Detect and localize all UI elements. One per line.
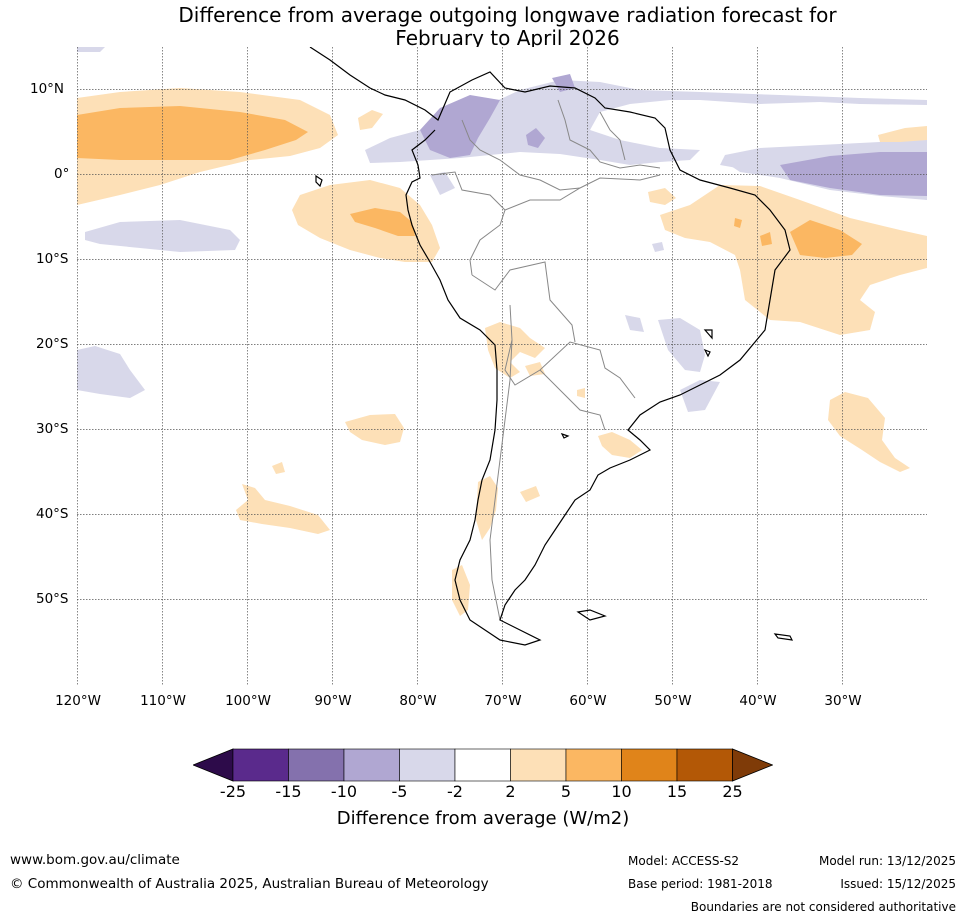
anomaly-patagonia-1 — [476, 476, 498, 540]
colorbar-segment — [676, 748, 733, 782]
anomaly-patagonia-3 — [520, 486, 540, 502]
lon-label-70w: 70°W — [484, 693, 522, 709]
anomaly-chaco — [525, 362, 545, 376]
colorbar-segment — [565, 748, 622, 782]
country-borders — [431, 99, 661, 621]
anomaly-south-atlantic — [828, 392, 910, 472]
title-line-2: February to April 2026 — [395, 26, 620, 50]
coastlines — [309, 47, 794, 646]
lon-label-60w: 60°W — [569, 693, 607, 709]
anomaly-bolivia — [485, 322, 545, 378]
lat-label-10s: 10°S — [36, 251, 69, 267]
anomaly-paraguay-small — [577, 388, 585, 398]
anomaly-brazil-3 — [680, 380, 720, 412]
anomaly-strong-guyana — [526, 128, 545, 148]
anomaly-south-pacific — [77, 346, 145, 398]
lon-label-100w: 100°W — [225, 693, 271, 709]
anomaly-patagonia-2 — [452, 565, 470, 616]
anomaly-south-pacific-3 — [272, 462, 285, 474]
footer-disclaimer: Boundaries are not considered authoritat… — [690, 900, 956, 914]
lon-label-50w: 50°W — [654, 693, 692, 709]
anomaly-strong-north — [420, 95, 500, 158]
colorbar-tick-label: 15 — [666, 782, 688, 801]
lat-label-50s: 50°S — [36, 591, 69, 607]
colorbar-segment — [399, 748, 456, 782]
footer-base-period: Base period: 1981-2018 — [628, 877, 773, 891]
anomaly-coast-2 — [652, 242, 664, 252]
anomaly-patagonia-4 — [358, 110, 383, 130]
anomaly-atlantic-ne — [878, 126, 927, 142]
map-canvas — [77, 47, 927, 685]
colorbar-tick-label: -10 — [330, 782, 358, 801]
colorbar-tick-label: -2 — [447, 782, 463, 801]
colorbar — [193, 748, 773, 782]
anomaly-ecuador-core — [350, 208, 415, 236]
colorbar-tick-label: 25 — [722, 782, 743, 801]
colorbar-segment — [510, 748, 567, 782]
anomaly-brazil-2 — [625, 315, 644, 332]
colorbar-title: Difference from average (W/m2) — [336, 808, 630, 829]
chart-title: Difference from average outgoing longwav… — [0, 4, 965, 50]
colorbar-tick-label: 2 — [505, 782, 516, 801]
colorbar-segment — [343, 748, 400, 782]
anomaly-coast-1 — [430, 172, 455, 195]
colorbar-segment — [621, 748, 678, 782]
anomaly-ne-brazil-small — [648, 188, 676, 205]
footer-model-run: Model run: 13/12/2025 — [818, 854, 956, 868]
lat-label-30s: 30°S — [36, 421, 69, 437]
title-line-1: Difference from average outgoing longwav… — [178, 3, 837, 27]
lat-label-20s: 20°S — [36, 336, 69, 352]
colorbar-tick-label: 5 — [560, 782, 572, 801]
anomaly-ne-brazil — [660, 185, 927, 335]
anomaly-strong-atlantic — [780, 152, 927, 196]
lon-label-30w: 30°W — [824, 693, 862, 709]
positive-anomaly-layer — [77, 88, 927, 616]
lat-label-0: 0° — [54, 166, 70, 182]
lat-label-10n: 10°N — [30, 81, 65, 97]
colorbar-tick-label: 10 — [611, 782, 632, 801]
lon-label-40w: 40°W — [739, 693, 777, 709]
lon-label-120w: 120°W — [55, 693, 101, 709]
lon-label-80w: 80°W — [399, 693, 437, 709]
graticule — [77, 47, 927, 685]
anomaly-south-pacific-2 — [236, 484, 330, 534]
anomaly-brazil-1 — [658, 318, 705, 372]
footer-issued: Issued: 15/12/2025 — [840, 877, 956, 891]
lon-label-90w: 90°W — [314, 693, 352, 709]
colorbar-tick-label: -15 — [275, 782, 302, 801]
colorbar-segment — [454, 748, 511, 782]
footer-copyright: © Commonwealth of Australia 2025, Austra… — [10, 876, 489, 892]
anomaly-uruguay — [598, 432, 642, 458]
lon-label-110w: 110°W — [140, 693, 186, 709]
colorbar-segment — [288, 748, 345, 782]
anomaly-ne-brazil-core-2 — [760, 232, 772, 246]
colorbar-arrow-low — [193, 748, 234, 782]
colorbar-tick-label: -25 — [219, 782, 247, 801]
anomaly-north-pacific-1 — [77, 47, 105, 52]
colorbar-arrow-high — [732, 748, 773, 782]
colorbar-tick-label: -5 — [391, 782, 408, 801]
footer-website: www.bom.gov.au/climate — [10, 852, 180, 868]
anomaly-ne-brazil-core-3 — [734, 218, 742, 228]
footer-model: Model: ACCESS-S2 — [628, 854, 740, 868]
colorbar-segment — [232, 748, 289, 782]
anomaly-pacific-itcz-core — [77, 106, 308, 160]
anomaly-ne-brazil-core — [790, 220, 862, 258]
lat-label-40s: 40°S — [36, 506, 69, 522]
